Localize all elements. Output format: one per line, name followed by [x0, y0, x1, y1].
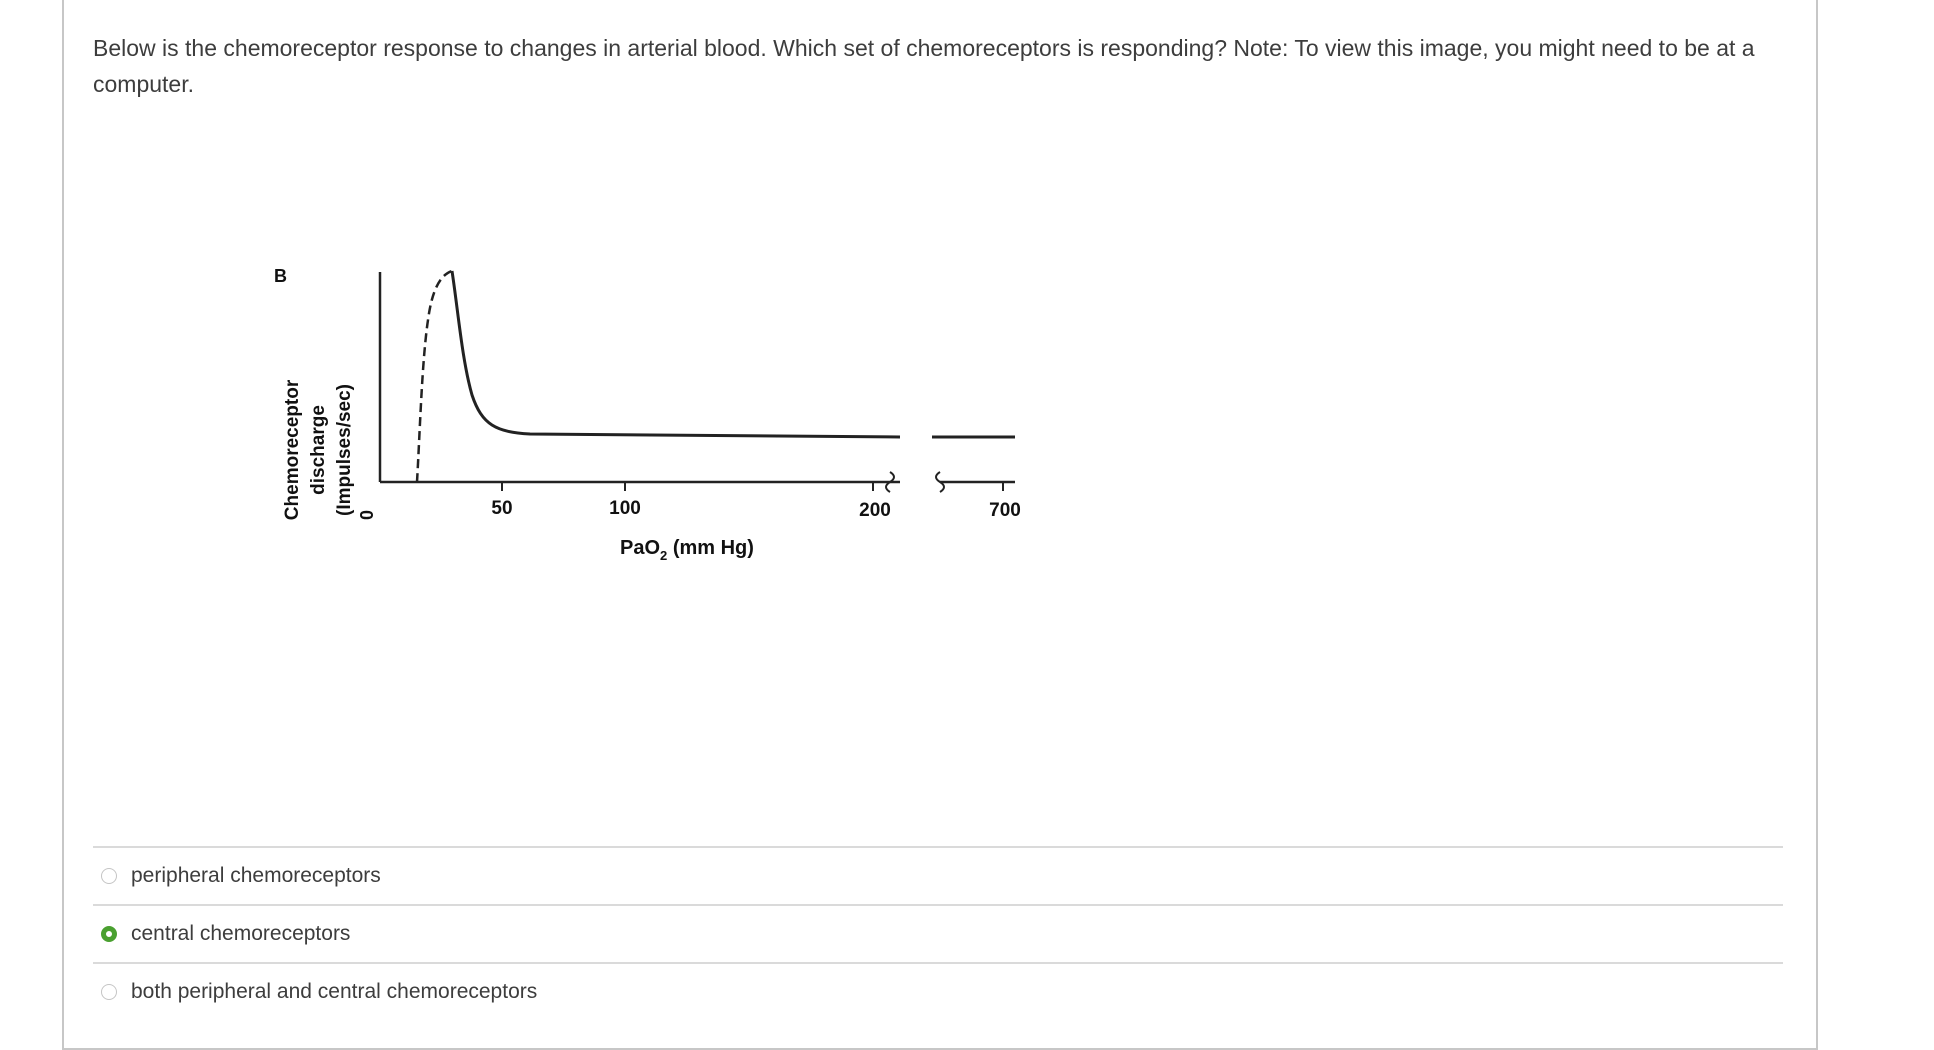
answer-label: peripheral chemoreceptors	[131, 864, 381, 887]
chemoreceptor-figure: B Chemoreceptor discharge (Impulses/sec)…	[240, 250, 1040, 580]
question-text: Below is the chemoreceptor response to c…	[93, 35, 1755, 97]
radio-unselected-icon[interactable]	[101, 868, 117, 884]
answer-option-both[interactable]: both peripheral and central chemorecepto…	[93, 962, 1783, 1020]
radio-selected-icon[interactable]	[101, 926, 117, 942]
curve-dashed-rise	[415, 269, 453, 483]
panel-label: B	[274, 266, 287, 286]
x-tick-label-50: 50	[491, 498, 512, 519]
answer-list: peripheral chemoreceptors central chemor…	[93, 846, 1783, 1020]
y-axis-label-line1: Chemoreceptor	[282, 379, 303, 520]
y-axis-label-line3: (Impulses/sec)	[334, 384, 355, 516]
answer-label: central chemoreceptors	[131, 922, 351, 945]
axis-break-right	[935, 471, 945, 493]
radio-unselected-icon[interactable]	[101, 984, 117, 1000]
x-tick-label-700: 700	[989, 500, 1021, 521]
chemoreceptor-chart: B Chemoreceptor discharge (Impulses/sec)…	[274, 266, 1021, 563]
curve-solid-decline	[450, 270, 901, 439]
answer-option-central[interactable]: central chemoreceptors	[93, 904, 1783, 962]
axis-break-left	[885, 471, 895, 493]
x-tick-label-100: 100	[609, 498, 641, 519]
y-axis-label-line2: discharge	[308, 405, 329, 495]
question-card	[62, 0, 1818, 1050]
x-axis-label: PaO2 (mm Hg)	[620, 537, 754, 563]
y-axis-zero-label: 0	[357, 510, 377, 520]
answer-option-peripheral[interactable]: peripheral chemoreceptors	[93, 846, 1783, 904]
x-tick-label-200: 200	[859, 500, 891, 521]
answer-label: both peripheral and central chemorecepto…	[131, 980, 538, 1003]
